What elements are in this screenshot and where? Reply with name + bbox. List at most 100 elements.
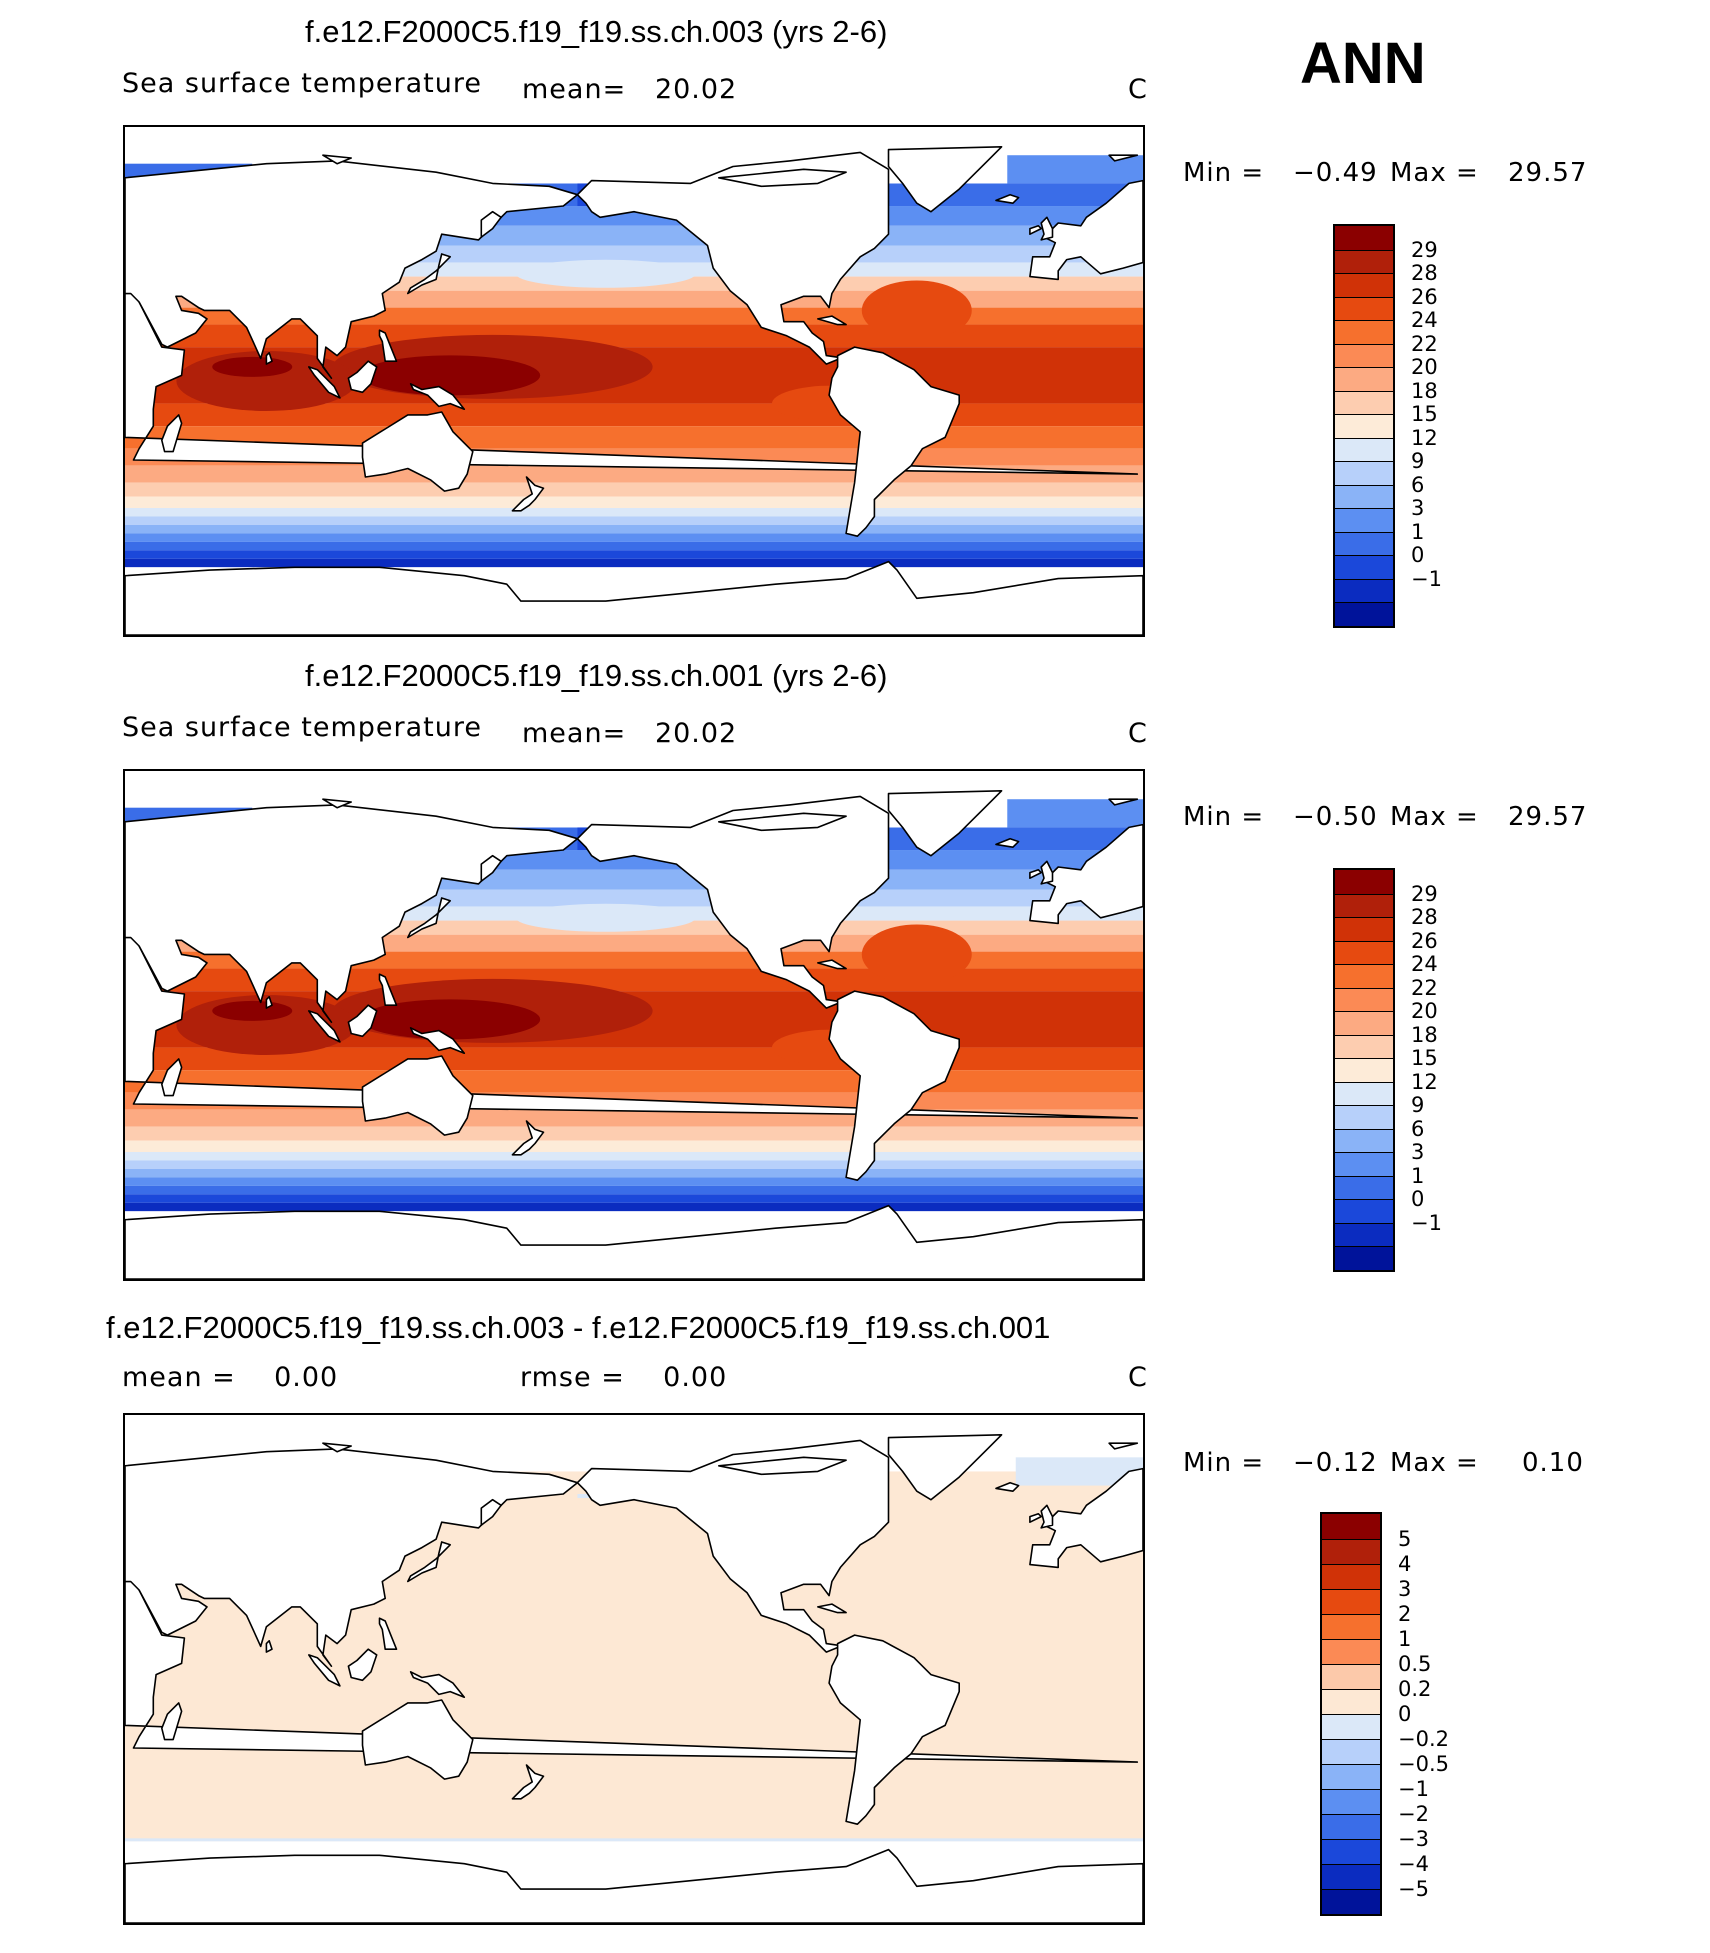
colorbar-swatch: [1322, 1539, 1380, 1564]
colorbar-tick-label: −0.5: [1398, 1752, 1449, 1776]
colorbar-swatch: [1335, 390, 1393, 415]
sst-band: [125, 533, 1143, 542]
colorbar-swatch: [1322, 1864, 1380, 1889]
colorbar-tick-label: 24: [1411, 952, 1438, 977]
colorbar-tick-label: 12: [1411, 1069, 1438, 1094]
colorbar-swatch: [1335, 226, 1393, 250]
season-label: ANN: [1300, 31, 1426, 96]
land-uk2: [1029, 869, 1043, 879]
colorbar-swatch: [1335, 320, 1393, 344]
land-greenland: [887, 789, 1003, 857]
colorbar-tick-label: 5: [1398, 1527, 1412, 1551]
panel-3-colorbar: [1320, 1512, 1382, 1916]
colorbar-tick-label: 24: [1411, 308, 1438, 333]
panel-1-min-value: −0.49: [1293, 158, 1378, 188]
sst-band: [125, 1168, 1143, 1178]
colorbar-swatch: [1335, 602, 1393, 626]
land-eurasia: [125, 1448, 579, 1667]
panel-2-min-value: −0.50: [1293, 802, 1378, 832]
colorbar-tick-label: 1: [1398, 1627, 1412, 1651]
panel-2-field-label: Sea surface temperature: [122, 712, 482, 743]
colorbar-tick-label: 28: [1411, 905, 1438, 930]
colorbar-tick-label: 22: [1411, 975, 1438, 1000]
colorbar-swatch: [1335, 870, 1393, 894]
colorbar-tick-label: 18: [1411, 378, 1438, 403]
land-layer: [125, 789, 1143, 1279]
panel-3-map-field: [125, 1433, 1143, 1923]
colorbar-tick-label: −2: [1398, 1802, 1429, 1826]
colorbar-swatch: [1322, 1764, 1380, 1789]
colorbar-tick-label: 0: [1411, 543, 1425, 568]
colorbar-swatch: [1335, 1011, 1393, 1035]
sst-band: [125, 508, 1143, 517]
colorbar-swatch: [1335, 1034, 1393, 1059]
colorbar-swatch: [1322, 1739, 1380, 1764]
colorbar-tick-label: 3: [1411, 496, 1425, 521]
land-madagascar: [160, 1702, 183, 1741]
colorbar-swatch: [1335, 343, 1393, 368]
land-kamchatka: [480, 1498, 502, 1526]
colorbar-tick-label: 3: [1398, 1577, 1412, 1601]
panel-3-min-label: Min =: [1183, 1448, 1265, 1478]
panel-1-max-label: Max =: [1390, 158, 1479, 188]
colorbar-tick-label: 0.5: [1398, 1652, 1432, 1676]
sst-band: [125, 1202, 1143, 1212]
colorbar-swatch: [1335, 1246, 1393, 1270]
land-namerica: [576, 795, 890, 1009]
land-europe: [1029, 179, 1143, 281]
colorbar-swatch: [1335, 484, 1393, 509]
land-philippines: [378, 1617, 398, 1650]
land-namerica: [576, 151, 890, 365]
land-svalbard: [1108, 1442, 1139, 1450]
colorbar-tick-label: −5: [1398, 1877, 1429, 1901]
land-cuba: [816, 1603, 847, 1614]
land-madagascar: [160, 414, 183, 453]
sst-band: [125, 1126, 1143, 1141]
colorbar-swatch: [1335, 508, 1393, 532]
land-europe: [1029, 1467, 1143, 1569]
panel-1-min-label: Min =: [1183, 158, 1265, 188]
land-arcticis2: [322, 1442, 352, 1453]
sst-band: [125, 558, 1143, 568]
colorbar-swatch: [1335, 1128, 1393, 1153]
colorbar-swatch: [1322, 1889, 1380, 1914]
colorbar-swatch: [1335, 1152, 1393, 1176]
land-samerica: [828, 346, 961, 538]
colorbar-swatch: [1322, 1514, 1380, 1539]
colorbar-tick-label: 6: [1411, 472, 1425, 497]
land-samerica: [828, 990, 961, 1182]
land-uk2: [1029, 225, 1043, 235]
land-sumatra: [308, 366, 341, 399]
land-svalbard: [1108, 798, 1139, 806]
panel-1-field-label: Sea surface temperature: [122, 68, 482, 99]
sst-band: [125, 482, 1143, 497]
land-cuba: [816, 959, 847, 970]
colorbar-tick-label: 4: [1398, 1552, 1412, 1576]
land-philippines: [378, 329, 398, 362]
colorbar-tick-label: 18: [1411, 1022, 1438, 1047]
colorbar-tick-label: 9: [1411, 1093, 1425, 1118]
colorbar-swatch: [1335, 893, 1393, 918]
warm-pool-core: [360, 999, 541, 1040]
panel-2-unit: C: [1128, 718, 1148, 749]
sst-band: [125, 1194, 1143, 1203]
colorbar-swatch: [1322, 1589, 1380, 1614]
panel-2-colorbar: [1333, 868, 1395, 1272]
colorbar-swatch: [1335, 437, 1393, 462]
colorbar-swatch: [1335, 1199, 1393, 1223]
colorbar-swatch: [1335, 414, 1393, 438]
colorbar-swatch: [1322, 1789, 1380, 1814]
land-namerica: [576, 1439, 890, 1653]
land-kamchatka: [480, 210, 502, 238]
land-iceland: [995, 193, 1020, 204]
land-europe: [1029, 823, 1143, 925]
land-nz: [511, 1120, 545, 1156]
npac-cool: [515, 903, 696, 932]
colorbar-swatch: [1335, 917, 1393, 941]
land-newguinea: [409, 1026, 466, 1055]
land-japan: [406, 897, 452, 939]
panel-1-map-field: [125, 127, 1143, 635]
land-nz: [511, 476, 545, 512]
colorbar-tick-label: 0.2: [1398, 1677, 1432, 1701]
panel-1-colorbar: [1333, 224, 1395, 628]
